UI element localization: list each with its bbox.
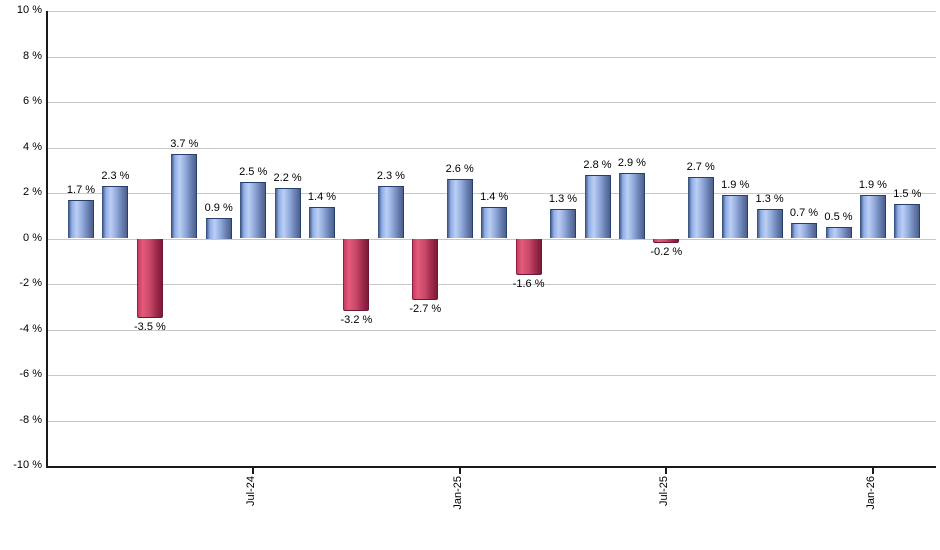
x-axis-tick [458,468,461,474]
bar-value-label: 2.7 % [686,161,715,174]
bar-value-label: -2.7 % [409,302,442,315]
bar-value-label: 0.9 % [204,202,233,214]
x-axis-tick-label: Jan-26 [864,476,877,510]
y-axis-tick-label: 8 % [23,49,42,62]
bar-negative [136,238,163,319]
bar-value-label: 0.5 % [824,211,853,224]
bar-value-label: 1.5 % [893,188,922,201]
gridline [48,102,936,103]
bar-value-label: 2.6 % [445,163,474,176]
plot-area [46,11,936,468]
bar-positive [687,177,714,239]
bar-value-label: -1.6 % [512,277,545,290]
bar-positive [171,154,198,239]
bar-value-label: -3.2 % [340,314,373,327]
gridline [48,329,936,331]
bar-positive [550,208,576,239]
y-axis-tick-label: 6 % [23,95,42,107]
bar-positive [894,204,921,239]
x-axis-tick-label: Jul-25 [658,476,671,506]
bar-value-label: 3.7 % [170,138,199,151]
bar-value-label: 2.8 % [583,158,612,171]
bar-positive [309,206,335,239]
y-axis-tick-label: -2 % [19,277,42,289]
bar-negative [412,238,439,300]
bar-positive [481,206,508,239]
x-axis-tick [871,468,874,474]
bar-positive [584,174,611,239]
bar-negative [653,238,680,243]
bar-value-label: 1.4 % [480,190,509,203]
bar-negative [515,238,542,275]
gridline [48,238,936,240]
gridline [48,193,936,194]
bar-positive [377,186,404,239]
bar-positive [240,181,267,239]
bar-value-label: 2.9 % [617,156,646,169]
bar-positive [859,195,886,239]
y-axis-tick-label: 2 % [23,186,42,198]
bar-positive [825,227,852,239]
bar-value-label: 1.9 % [721,179,750,192]
bar-value-label: 1.3 % [548,192,578,205]
bar-value-label: 1.4 % [307,190,337,203]
y-axis-tick-label: -10 % [13,459,42,471]
gridline [48,420,936,422]
gridline [48,284,936,285]
y-axis-tick-label: 10 % [16,4,42,16]
bar-value-label: 2.5 % [239,165,268,178]
bar-positive [274,188,301,239]
bar-positive [722,195,749,239]
y-axis-tick-label: 4 % [23,140,42,153]
bar-value-label: 2.3 % [101,170,130,183]
gridline [48,375,936,376]
bar-negative [343,238,370,312]
gridline [48,11,936,12]
bar-positive [102,186,129,239]
x-axis-tick [665,468,668,474]
bar-value-label: -3.5 % [133,321,166,334]
bar-positive [756,208,783,239]
bar-value-label: 1.3 % [755,192,784,205]
bar-value-label: 1.7 % [66,183,96,196]
y-axis-tick-label: -4 % [19,322,42,335]
x-axis-tick-label: Jan-25 [451,476,464,510]
bar-value-label: 2.3 % [376,170,405,183]
bar-positive [205,218,232,239]
y-axis-tick-label: -8 % [19,413,42,426]
bar-positive [618,172,645,239]
bar-value-label: 0.7 % [789,206,819,219]
x-axis-tick [252,468,255,474]
bar-positive [791,222,817,239]
x-axis-tick-label: Jul-24 [245,476,258,506]
y-axis-tick-label: -6 % [19,368,42,380]
bar-positive [68,199,94,239]
y-axis-tick-label: 0 % [23,231,42,244]
bar-value-label: 2.2 % [273,172,302,185]
bar-positive [446,179,473,239]
gridline [48,147,936,149]
bar-value-label: 1.9 % [858,179,887,192]
gridline [48,56,936,58]
bar-value-label: -0.2 % [650,246,683,259]
